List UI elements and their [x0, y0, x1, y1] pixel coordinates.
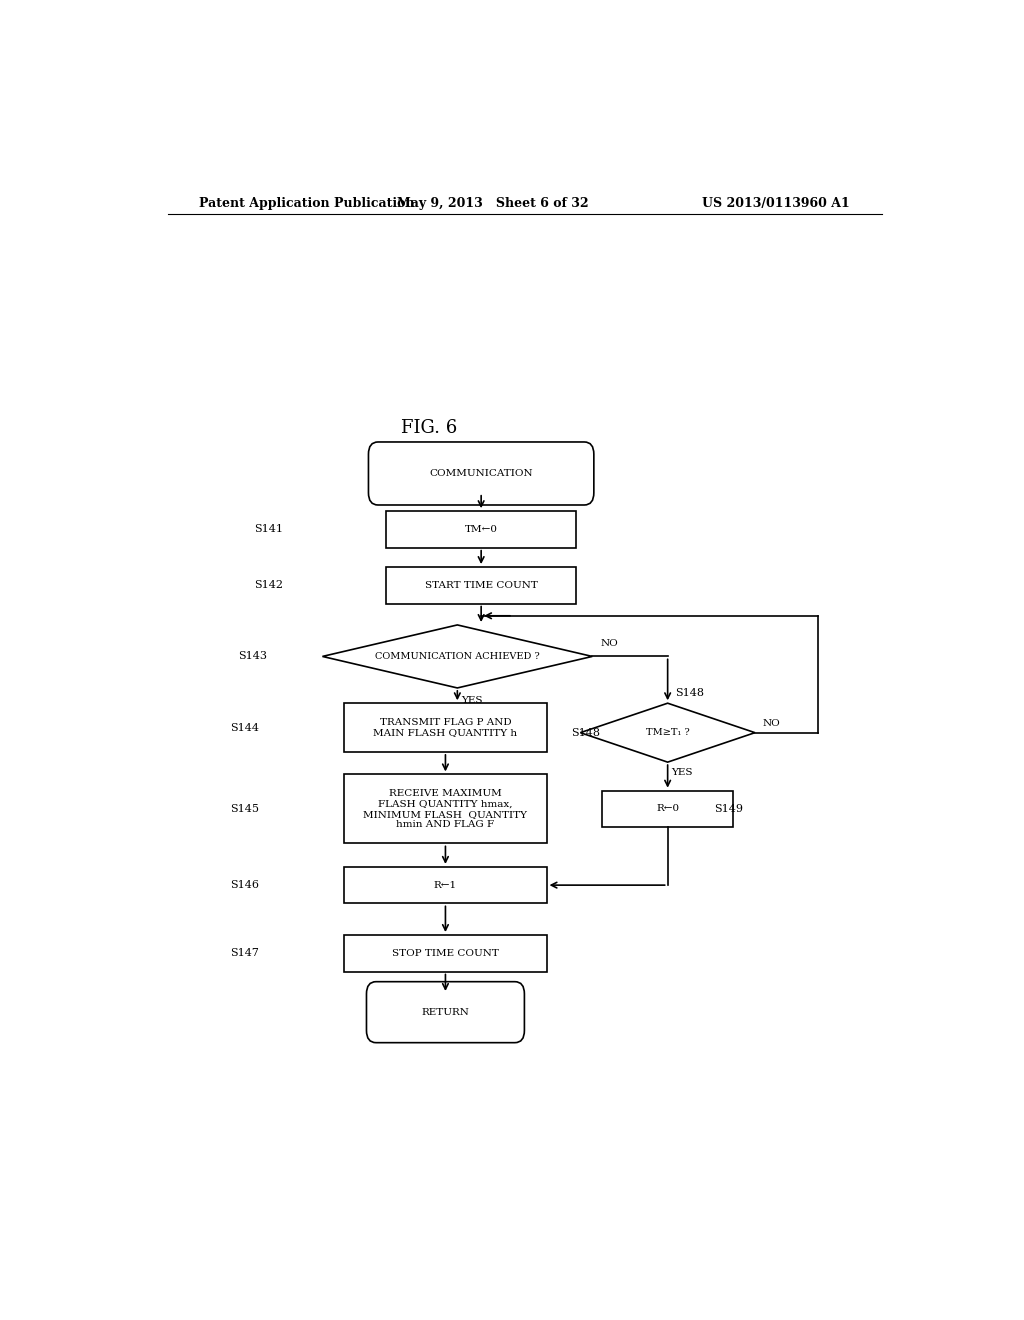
- Text: RECEIVE MAXIMUM
FLASH QUANTITY hmax,
MINIMUM FLASH  QUANTITY
hmin AND FLAG F: RECEIVE MAXIMUM FLASH QUANTITY hmax, MIN…: [364, 789, 527, 829]
- Text: US 2013/0113960 A1: US 2013/0113960 A1: [702, 197, 850, 210]
- Text: RETURN: RETURN: [422, 1007, 469, 1016]
- Text: May 9, 2013   Sheet 6 of 32: May 9, 2013 Sheet 6 of 32: [397, 197, 589, 210]
- Text: TM←0: TM←0: [465, 525, 498, 533]
- Text: START TIME COUNT: START TIME COUNT: [425, 581, 538, 590]
- Text: S147: S147: [230, 948, 259, 958]
- Text: COMMUNICATION ACHIEVED ?: COMMUNICATION ACHIEVED ?: [375, 652, 540, 661]
- Text: S144: S144: [230, 722, 259, 733]
- Text: S149: S149: [714, 804, 743, 814]
- FancyBboxPatch shape: [369, 442, 594, 506]
- Text: YES: YES: [461, 696, 482, 705]
- Text: NO: NO: [600, 639, 617, 648]
- FancyBboxPatch shape: [367, 982, 524, 1043]
- Text: S143: S143: [238, 652, 267, 661]
- Text: S145: S145: [230, 804, 259, 814]
- Text: FIG. 6: FIG. 6: [401, 418, 458, 437]
- Bar: [386, 511, 577, 548]
- Text: NO: NO: [763, 718, 780, 727]
- Bar: [344, 775, 547, 843]
- Text: R←1: R←1: [434, 880, 457, 890]
- Bar: [344, 935, 547, 972]
- Text: R←0: R←0: [656, 804, 679, 813]
- Polygon shape: [323, 624, 592, 688]
- Text: S148: S148: [571, 727, 600, 738]
- Text: TRANSMIT FLAG P AND
MAIN FLASH QUANTITY h: TRANSMIT FLAG P AND MAIN FLASH QUANTITY …: [374, 718, 517, 738]
- Bar: [344, 704, 547, 752]
- Text: COMMUNICATION: COMMUNICATION: [429, 469, 532, 478]
- Text: YES: YES: [672, 768, 693, 777]
- Bar: [344, 867, 547, 903]
- Text: S142: S142: [254, 581, 283, 590]
- Text: TM≥T₁ ?: TM≥T₁ ?: [646, 729, 689, 737]
- Text: S146: S146: [230, 880, 259, 890]
- Text: STOP TIME COUNT: STOP TIME COUNT: [392, 949, 499, 958]
- Bar: [386, 568, 577, 603]
- Polygon shape: [581, 704, 755, 762]
- Text: S148: S148: [676, 688, 705, 698]
- Text: Patent Application Publication: Patent Application Publication: [200, 197, 415, 210]
- Text: S141: S141: [254, 524, 283, 535]
- Bar: [602, 791, 733, 828]
